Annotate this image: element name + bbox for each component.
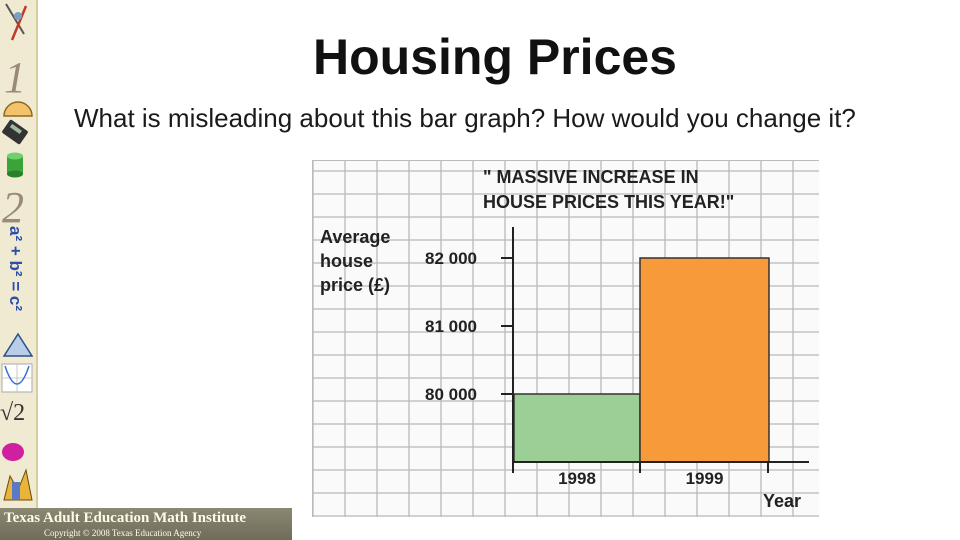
slide-question: What is misleading about this bar graph?… <box>74 103 856 133</box>
sphere-icon <box>2 443 24 461</box>
chart-title-line-2: HOUSE PRICES THIS YEAR!" <box>483 192 734 212</box>
y-tick-label: 81 000 <box>425 317 477 336</box>
y-axis-label-line-2: house <box>320 251 373 271</box>
axes <box>512 227 809 463</box>
decorative-sidebar: 1 2 a² + b² = c² √2 <box>0 0 38 508</box>
y-axis-label-line-3: price (£) <box>320 275 390 295</box>
cylinder-icon <box>7 152 23 178</box>
calculator-icon <box>2 119 28 145</box>
triangle-icon <box>2 332 34 357</box>
x-tick-label-1999: 1999 <box>686 469 724 488</box>
footer-banner: Texas Adult Education Math Institute Cop… <box>0 508 292 540</box>
x-tick-labels: 1998 1999 <box>512 462 769 488</box>
compass-icon <box>5 3 28 41</box>
y-tick-label: 82 000 <box>425 249 477 268</box>
bars <box>513 257 770 463</box>
bar-chart: 80 000 81 000 82 000 1998 1999 " MASSIVE IN… <box>312 160 819 517</box>
square-root-two: √2 <box>0 400 25 426</box>
y-tick-label: 80 000 <box>425 385 477 404</box>
numeral-one: 1 <box>4 53 26 102</box>
building-icon <box>3 468 33 501</box>
institute-name: Texas Adult Education Math Institute <box>4 510 246 526</box>
protractor-icon <box>3 101 33 117</box>
x-tick-label-1998: 1998 <box>558 469 596 488</box>
sidebar-art: 1 2 a² + b² = c² √2 <box>0 3 34 501</box>
bar-1999 <box>639 257 770 463</box>
copyright-notice: Copyright © 2008 Texas Education Agency <box>44 528 202 538</box>
numeral-two: 2 <box>2 183 24 232</box>
chart-title-line-1: " MASSIVE INCREASE IN <box>483 167 699 187</box>
bar-1998 <box>513 393 641 463</box>
slide-title: Housing Prices <box>313 29 677 85</box>
y-axis-label-line-1: Average <box>320 227 390 247</box>
x-axis-label: Year <box>763 491 801 511</box>
parabola-graph-icon <box>1 363 33 393</box>
bar-chart-svg: 80 000 81 000 82 000 1998 1999 " MASSIVE IN… <box>312 161 819 517</box>
y-ticks: 80 000 81 000 82 000 <box>425 249 513 404</box>
pythagorean-formula: a² + b² = c² <box>6 226 25 311</box>
